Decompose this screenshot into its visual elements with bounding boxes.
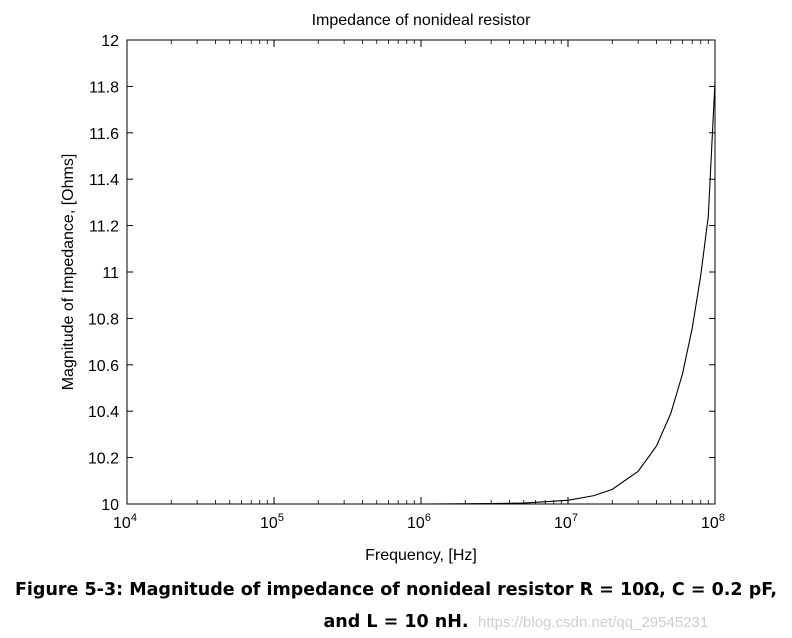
y-tick-label: 12 <box>101 33 119 50</box>
y-tick-label: 10.6 <box>88 358 119 375</box>
y-tick-label: 10.4 <box>88 404 119 421</box>
figure-caption-line2: and L = 10 nH. <box>0 606 792 638</box>
y-tick-label: 11.6 <box>89 126 119 143</box>
x-tick-exponent: 7 <box>572 512 578 524</box>
y-tick-label: 11 <box>102 265 119 282</box>
y-tick-label: 10 <box>101 497 119 514</box>
x-tick-exponent: 4 <box>131 512 137 524</box>
chart-title: Impedance of nonideal resistor <box>312 12 531 29</box>
y-tick-label: 11.4 <box>89 172 119 189</box>
watermark-text: https://blog.csdn.net/qq_29545231 <box>478 614 709 631</box>
x-tick-base: 10 <box>554 515 572 532</box>
y-tick-label: 10.8 <box>88 311 119 328</box>
y-tick-label: 11.8 <box>89 79 119 96</box>
x-tick-base: 10 <box>407 515 425 532</box>
y-axis-label: Magnitude of Impedance, [Ohms] <box>60 154 77 391</box>
x-axis-minor-ticks <box>170 40 709 504</box>
y-tick-label: 11.2 <box>89 219 119 236</box>
x-tick-base: 10 <box>701 515 719 532</box>
y-axis-ticks: 10 10.2 10.4 10.6 10.8 11 11.2 11.4 11.6 11.8 12 <box>88 33 715 514</box>
x-tick-label: 106 <box>407 512 431 532</box>
impedance-chart: Impedance of nonideal resistor 10 10.2 10.… <box>60 12 725 564</box>
x-tick-exponent: 5 <box>278 512 284 524</box>
x-tick-exponent: 6 <box>425 512 431 524</box>
x-axis-label: Frequency, [Hz] <box>365 547 477 564</box>
x-tick-label: 107 <box>554 512 578 532</box>
figure-caption-line1: Figure 5-3: Magnitude of impedance of no… <box>0 574 792 606</box>
x-tick-exponent: 8 <box>719 512 725 524</box>
x-tick-base: 10 <box>113 515 131 532</box>
plot-area <box>126 39 716 505</box>
x-tick-base: 10 <box>260 515 278 532</box>
x-tick-label: 105 <box>260 512 284 532</box>
x-tick-label: 108 <box>701 512 725 532</box>
y-tick-label: 10.2 <box>88 451 119 468</box>
x-axis-ticks: 104 105 106 107 108 <box>113 40 725 532</box>
x-tick-label: 104 <box>113 512 137 532</box>
series-line <box>127 81 716 505</box>
caption-text-2: and L = 10 nH. <box>323 612 469 632</box>
caption-text-1: Figure 5-3: Magnitude of impedance of no… <box>14 580 778 600</box>
